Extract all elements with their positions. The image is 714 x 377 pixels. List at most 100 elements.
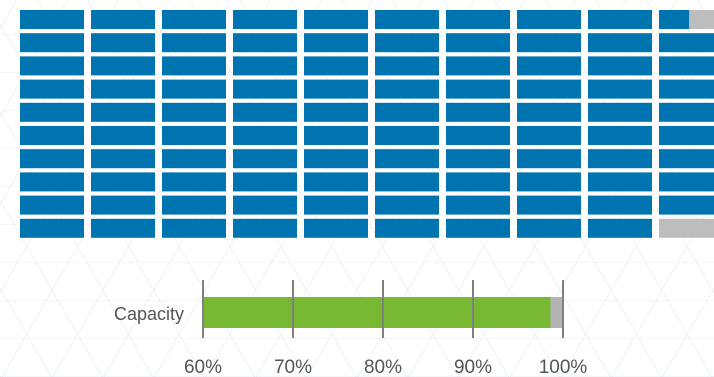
waffle-cell-filled	[304, 56, 368, 76]
waffle-cell-filled	[20, 172, 84, 192]
waffle-cell-filled	[304, 126, 368, 145]
waffle-cell-filled	[304, 102, 368, 122]
waffle-cell-filled	[20, 195, 84, 215]
waffle-cell-filled	[659, 33, 714, 53]
waffle-cell-filled	[446, 126, 510, 145]
waffle-chart	[20, 10, 714, 238]
bullet-value-bar	[203, 297, 551, 328]
waffle-cell-filled	[588, 79, 652, 99]
category-label-capacity: Capacity	[114, 304, 184, 324]
waffle-cell-filled	[20, 10, 84, 29]
waffle-cell-filled	[375, 172, 439, 192]
tick-label: 70%	[274, 357, 312, 377]
waffle-cell-filled	[517, 218, 581, 238]
waffle-cell-filled	[517, 33, 581, 53]
waffle-cell-filled	[162, 79, 226, 99]
tick-label: 90%	[454, 357, 492, 377]
waffle-cell-filled	[304, 10, 368, 29]
waffle-cell-filled	[304, 79, 368, 99]
waffle-cell-filled	[91, 33, 155, 53]
waffle-cell-filled	[162, 33, 226, 53]
waffle-cell-filled	[375, 56, 439, 76]
waffle-cell-filled	[517, 172, 581, 192]
waffle-cell-filled	[162, 102, 226, 122]
waffle-cell-filled	[91, 218, 155, 238]
waffle-cell-filled	[517, 102, 581, 122]
waffle-cell-filled	[446, 149, 510, 169]
waffle-cell-filled	[20, 102, 84, 122]
waffle-cell-filled	[446, 218, 510, 238]
tick-label: 60%	[184, 357, 222, 377]
tick-label: 80%	[364, 357, 402, 377]
waffle-cell-filled	[517, 149, 581, 169]
waffle-cell-filled	[659, 102, 714, 122]
waffle-cell-filled	[659, 79, 714, 99]
waffle-cell-filled	[91, 56, 155, 76]
waffle-cell-filled	[375, 10, 439, 29]
waffle-cell-filled	[91, 149, 155, 169]
waffle-cell-filled	[91, 10, 155, 29]
waffle-cell-filled	[375, 218, 439, 238]
waffle-cell-filled	[20, 126, 84, 145]
waffle-cell-filled	[517, 195, 581, 215]
waffle-cell-filled	[162, 172, 226, 192]
waffle-cell-filled	[446, 172, 510, 192]
waffle-cell-filled	[20, 149, 84, 169]
waffle-cell-filled	[91, 172, 155, 192]
waffle-cell-filled	[375, 149, 439, 169]
waffle-cell-filled	[91, 102, 155, 122]
waffle-cell-filled	[375, 126, 439, 145]
waffle-cell-filled	[233, 10, 297, 29]
waffle-cell-filled	[588, 172, 652, 192]
waffle-cell-filled	[588, 102, 652, 122]
waffle-cell-filled	[20, 218, 84, 238]
waffle-cell-filled	[446, 10, 510, 29]
waffle-cell-filled	[304, 33, 368, 53]
waffle-cell-filled	[446, 56, 510, 76]
waffle-cell-partial	[659, 10, 690, 29]
waffle-cell-filled	[588, 33, 652, 53]
waffle-cell-filled	[659, 56, 714, 76]
waffle-cell-filled	[233, 195, 297, 215]
waffle-cell-filled	[659, 149, 714, 169]
waffle-cell-filled	[375, 33, 439, 53]
waffle-cell-filled	[446, 79, 510, 99]
bullet-chart: Capacity 60% 70% 80% 90% 100%	[114, 280, 587, 377]
waffle-cell-filled	[162, 10, 226, 29]
waffle-cell-filled	[517, 56, 581, 76]
waffle-cell-filled	[446, 195, 510, 215]
waffle-cell-filled	[588, 218, 652, 238]
waffle-cell-filled	[91, 126, 155, 145]
waffle-cell-filled	[162, 56, 226, 76]
waffle-cell-filled	[233, 56, 297, 76]
waffle-cell-filled	[659, 172, 714, 192]
waffle-cell-filled	[304, 218, 368, 238]
waffle-cell-filled	[162, 218, 226, 238]
waffle-cell-filled	[91, 79, 155, 99]
waffle-cell-filled	[20, 33, 84, 53]
waffle-cell-filled	[233, 218, 297, 238]
waffle-cell-filled	[233, 126, 297, 145]
waffle-cell-filled	[517, 79, 581, 99]
waffle-cell-filled	[588, 10, 652, 29]
waffle-cell-filled	[588, 195, 652, 215]
waffle-cell-filled	[20, 56, 84, 76]
waffle-cell-filled	[233, 172, 297, 192]
waffle-cell-empty	[659, 218, 714, 238]
waffle-cell-filled	[233, 102, 297, 122]
waffle-cell-filled	[517, 126, 581, 145]
waffle-cell-filled	[375, 195, 439, 215]
waffle-cell-filled	[304, 195, 368, 215]
waffle-cell-filled	[162, 149, 226, 169]
waffle-cell-filled	[304, 149, 368, 169]
waffle-cell-filled	[233, 79, 297, 99]
waffle-cell-filled	[517, 10, 581, 29]
waffle-cell-filled	[375, 79, 439, 99]
waffle-cell-filled	[304, 172, 368, 192]
waffle-cell-filled	[162, 195, 226, 215]
waffle-cell-filled	[446, 33, 510, 53]
waffle-cell-filled	[91, 195, 155, 215]
waffle-cell-filled	[588, 149, 652, 169]
waffle-cell-filled	[233, 149, 297, 169]
waffle-cell-filled	[233, 33, 297, 53]
